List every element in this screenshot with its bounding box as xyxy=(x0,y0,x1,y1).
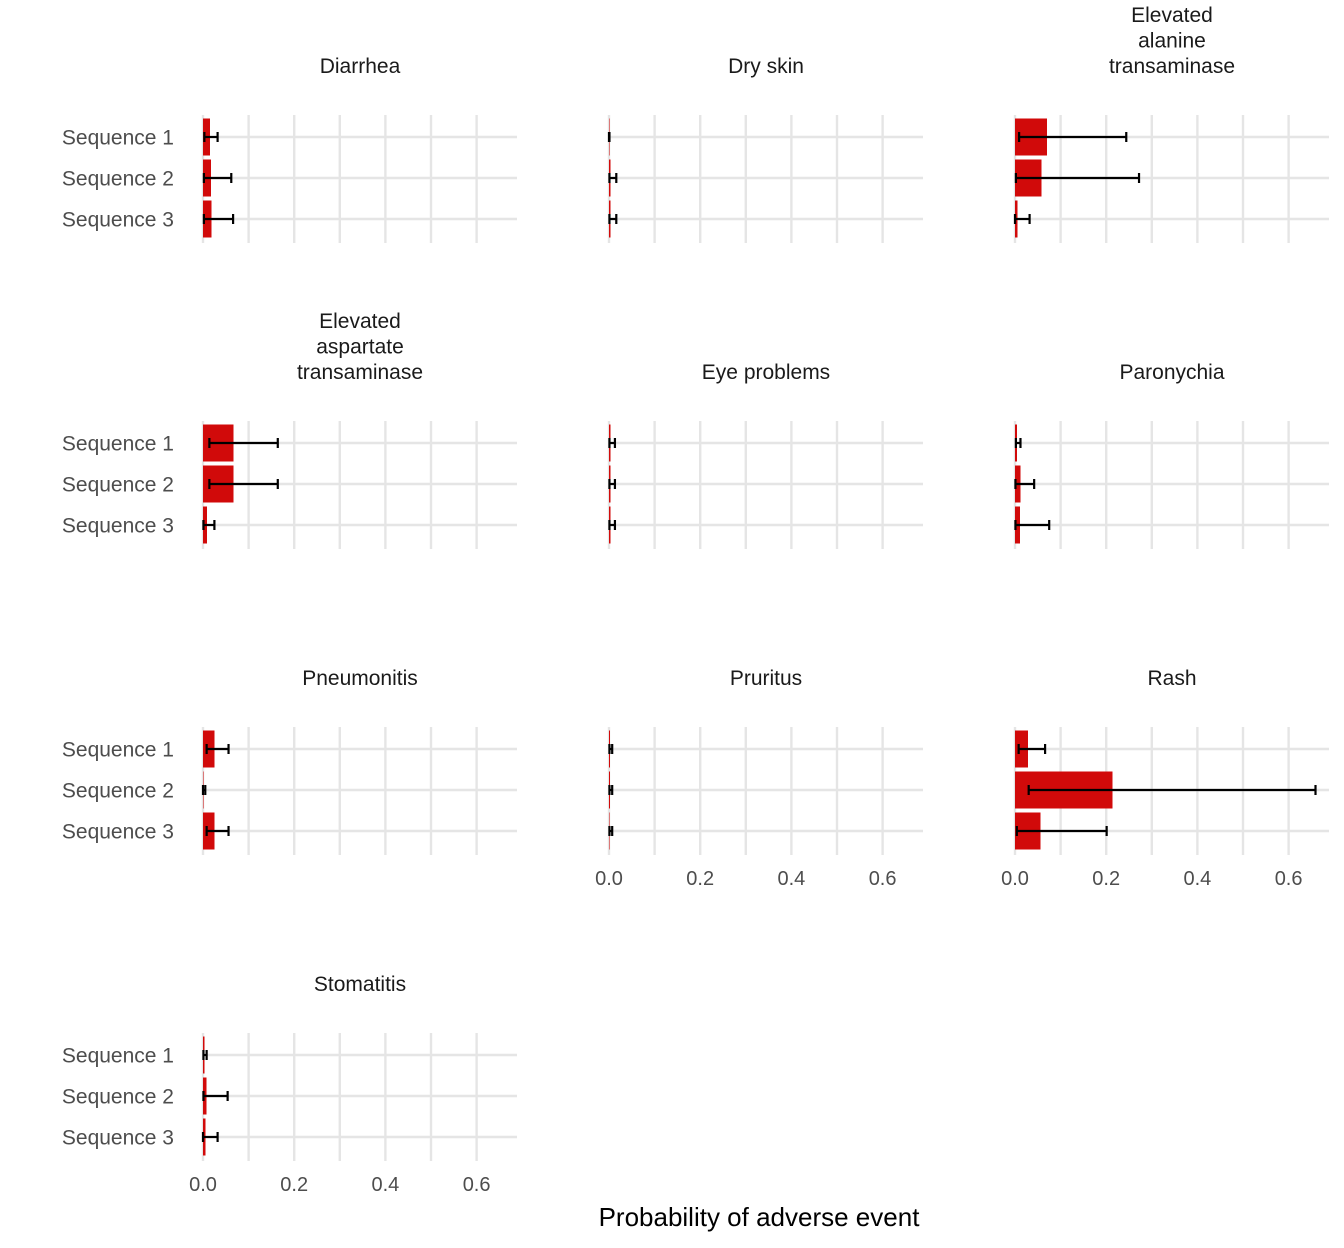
facet-title: Elevated xyxy=(319,310,401,333)
x-tick-label: 0.2 xyxy=(280,1174,308,1196)
x-tick-label: 0.6 xyxy=(869,868,897,890)
facet-title: Paronychia xyxy=(1119,361,1224,384)
x-axis-label: Probability of adverse event xyxy=(599,1202,921,1232)
facet-title: Stomatitis xyxy=(314,973,406,996)
facet-panel: Eye problems xyxy=(607,361,923,549)
y-tick-label: Sequence 3 xyxy=(62,821,174,844)
facet-title: Dry skin xyxy=(728,55,804,78)
y-tick-label: Sequence 2 xyxy=(62,474,174,497)
x-tick-label: 0.2 xyxy=(1092,868,1120,890)
x-tick-label: 0.0 xyxy=(595,868,623,890)
y-tick-label: Sequence 1 xyxy=(62,127,174,150)
y-tick-label: Sequence 1 xyxy=(62,739,174,762)
facet-title: Eye problems xyxy=(702,361,830,384)
facet-panel: Diarrhea Sequence 1 Sequence 2 Sequence 3 xyxy=(62,55,517,243)
facet-panel: Dry skin xyxy=(607,55,923,243)
y-tick-label: Sequence 3 xyxy=(62,515,174,538)
x-tick-label: 0.0 xyxy=(189,1174,217,1196)
facet-title: aspartate xyxy=(316,336,404,359)
facet-title: transaminase xyxy=(297,361,423,384)
facet-title: alanine xyxy=(1138,30,1206,53)
x-tick-label: 0.0 xyxy=(1001,868,1029,890)
y-tick-label: Sequence 1 xyxy=(62,433,174,456)
y-tick-label: Sequence 3 xyxy=(62,1127,174,1150)
facet-title: Rash xyxy=(1147,667,1196,690)
facet-panel: Pruritus 0.0 0.2 0.4 0.6 xyxy=(595,667,923,890)
facet-title: Elevated xyxy=(1131,4,1213,27)
y-tick-label: Sequence 3 xyxy=(62,209,174,232)
y-tick-label: Sequence 2 xyxy=(62,168,174,191)
y-tick-label: Sequence 1 xyxy=(62,1045,174,1068)
facet-panel: Pneumonitis Sequence 1 Sequence 2 Sequence … xyxy=(62,667,517,855)
facet-panel: Rash 0.0 0.2 0.4 0.6 xyxy=(1001,667,1329,890)
facet-panel: Stomatitis Sequence 1 Sequence 2 Sequence 3… xyxy=(62,973,517,1196)
facet-title: Pneumonitis xyxy=(302,667,418,690)
x-tick-label: 0.6 xyxy=(1275,868,1303,890)
x-tick-label: 0.2 xyxy=(686,868,714,890)
facet-title: transaminase xyxy=(1109,55,1235,78)
facet-title: Pruritus xyxy=(730,667,802,690)
y-tick-label: Sequence 2 xyxy=(62,1086,174,1109)
facet-panel: Paronychia xyxy=(1013,361,1329,549)
x-tick-label: 0.4 xyxy=(777,868,805,890)
x-tick-label: 0.6 xyxy=(463,1174,491,1196)
x-tick-label: 0.4 xyxy=(371,1174,399,1196)
y-tick-label: Sequence 2 xyxy=(62,780,174,803)
x-tick-label: 0.4 xyxy=(1183,868,1211,890)
facet-title: Diarrhea xyxy=(320,55,401,78)
